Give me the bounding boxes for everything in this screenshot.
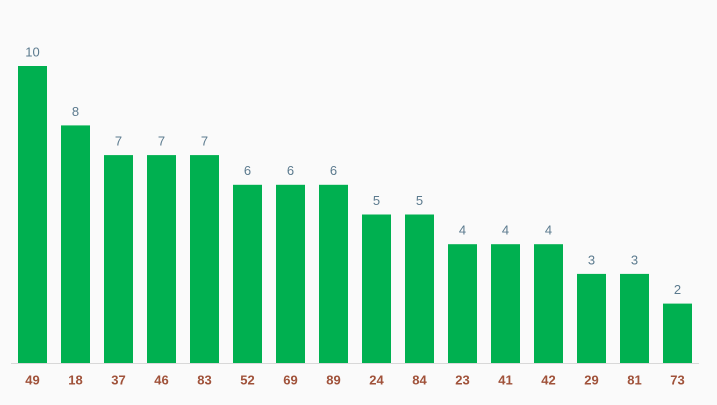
bar — [233, 184, 262, 363]
bar — [319, 184, 348, 363]
bar — [491, 244, 520, 363]
x-tick-label: 89 — [326, 372, 340, 387]
value-label: 6 — [244, 163, 251, 178]
x-tick-label: 18 — [68, 372, 82, 387]
bar — [147, 155, 176, 363]
x-tick-label: 24 — [369, 372, 384, 387]
bar — [362, 214, 391, 363]
value-label: 4 — [545, 223, 552, 238]
x-tick-label: 49 — [25, 372, 39, 387]
x-tick-label: 69 — [283, 372, 297, 387]
value-label: 6 — [330, 163, 337, 178]
bar — [620, 273, 649, 363]
bar — [577, 273, 606, 363]
value-label: 3 — [631, 252, 638, 267]
value-label: 8 — [72, 104, 79, 119]
value-label: 7 — [158, 134, 165, 149]
bar — [61, 125, 90, 364]
bar — [405, 214, 434, 363]
x-tick-label: 37 — [111, 372, 125, 387]
bar — [18, 66, 47, 363]
bar — [448, 244, 477, 363]
value-label: 5 — [416, 193, 423, 208]
x-tick-label: 83 — [197, 372, 211, 387]
value-label: 6 — [287, 163, 294, 178]
x-tick-label: 23 — [455, 372, 469, 387]
x-tick-label: 81 — [627, 372, 641, 387]
value-label: 5 — [373, 193, 380, 208]
value-label: 4 — [502, 223, 509, 238]
x-tick-label: 52 — [240, 372, 254, 387]
bar — [663, 303, 692, 363]
x-tick-label: 46 — [154, 372, 168, 387]
value-label: 3 — [588, 252, 595, 267]
value-label: 7 — [201, 134, 208, 149]
bar — [104, 155, 133, 363]
x-tick-label: 73 — [670, 372, 684, 387]
x-tick-label: 84 — [412, 372, 427, 387]
x-tick-label: 29 — [584, 372, 598, 387]
value-label: 4 — [459, 223, 466, 238]
bar — [534, 244, 563, 363]
value-label: 2 — [674, 282, 681, 297]
x-tick-label: 42 — [541, 372, 555, 387]
value-label: 10 — [25, 44, 39, 59]
value-label: 7 — [115, 134, 122, 149]
x-tick-label: 41 — [498, 372, 512, 387]
bar — [190, 155, 219, 363]
bar — [276, 184, 305, 363]
